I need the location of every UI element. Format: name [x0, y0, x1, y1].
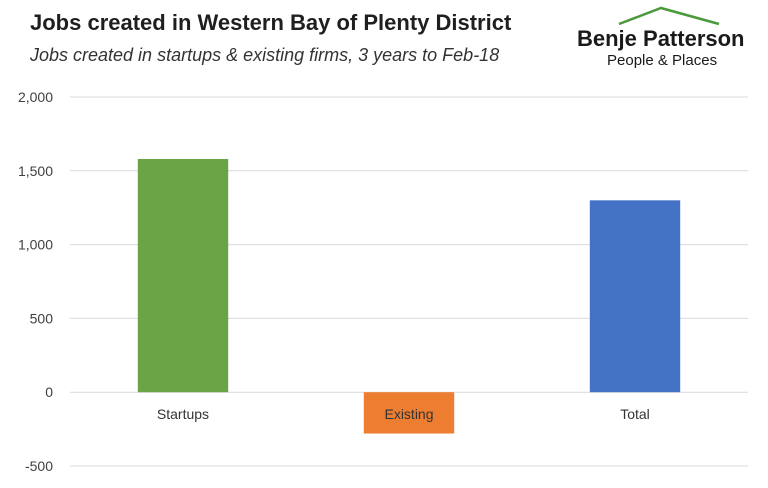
- y-axis-ticks: 2,000 1,500 1,000 500 0 -500: [18, 89, 53, 474]
- y-tick-label: 1,000: [18, 237, 53, 253]
- y-tick-label: 0: [45, 384, 53, 400]
- y-tick-label: 1,500: [18, 163, 53, 179]
- chart-title: Jobs created in Western Bay of Plenty Di…: [30, 10, 512, 35]
- chart-subtitle: Jobs created in startups & existing firm…: [30, 45, 500, 65]
- bar-startups: [137, 158, 229, 393]
- y-tick-label: -500: [25, 458, 53, 474]
- y-tick-label: 500: [30, 310, 54, 326]
- bars: [137, 158, 681, 434]
- x-category-label: Startups: [157, 406, 209, 422]
- brand-logo: Benje Patterson People & Places: [577, 4, 757, 74]
- bar-total: [589, 200, 681, 393]
- x-category-label: Total: [620, 406, 650, 422]
- bar-existing: [363, 392, 455, 434]
- logo-tagline: People & Places: [607, 52, 718, 69]
- category-labels: Startups Existing Total: [157, 406, 650, 422]
- y-tick-label: 2,000: [18, 89, 53, 105]
- roof-icon: [618, 6, 720, 26]
- logo-name: Benje Patterson: [577, 26, 745, 51]
- x-category-label: Existing: [384, 406, 433, 422]
